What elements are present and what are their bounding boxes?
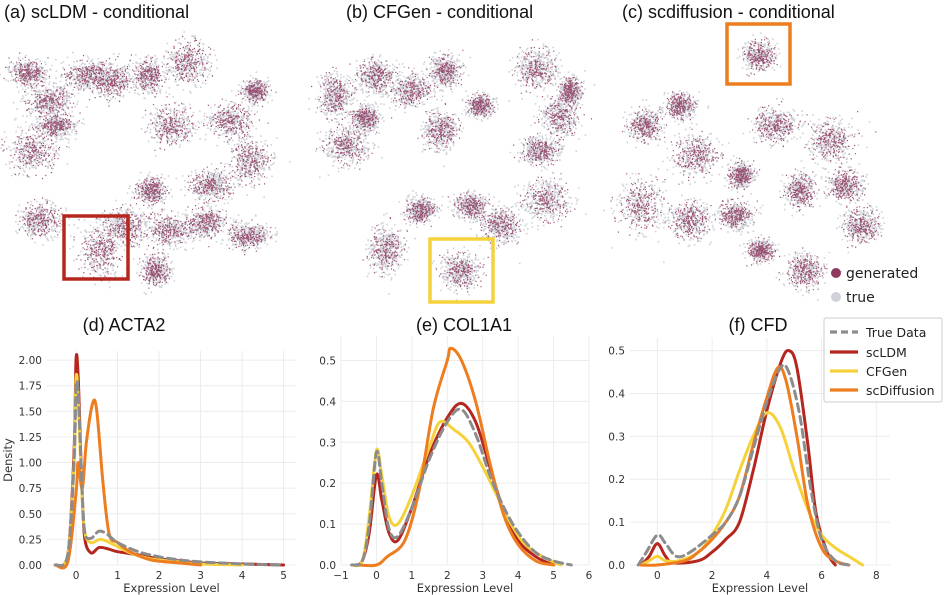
- umap-legend: generated true: [831, 266, 918, 306]
- series-line-scdiffusion: [357, 346, 556, 568]
- y-tick-label: 0.3: [319, 437, 336, 449]
- density-plot-col1a1: −1 0 1 2 3 4 5 6 0.0 0.1 0.2 0.3 0.4 0.5 Expression Le…: [319, 315, 592, 595]
- legend-scldm: scLDM: [866, 345, 907, 360]
- umap-true-points: [308, 38, 596, 301]
- umap-panel-b: [308, 38, 596, 301]
- series-line-cfgen: [639, 411, 865, 567]
- x-tick-label: 3: [479, 570, 486, 582]
- x-tick-label: 4: [763, 570, 770, 582]
- x-tick-label: 0: [373, 570, 380, 582]
- highlight-box-c: [725, 22, 792, 86]
- y-axis-label: Density: [1, 438, 15, 482]
- series-line-true-data: [53, 379, 286, 568]
- y-tick-label: 0.0: [608, 560, 625, 572]
- y-tick-label: 1.25: [19, 432, 42, 444]
- y-tick-label: 0.1: [319, 519, 336, 531]
- y-tick-label: 0.1: [608, 517, 625, 529]
- series-line-scdiffusion: [53, 398, 203, 570]
- umap-true-points: [0, 31, 291, 295]
- y-tick-label: 0.5: [608, 346, 625, 358]
- density-plot-acta2: 0 1 2 3 4 5 0.00 0.25 0.50 0.75 1.00 1.25 1.50 1.75 2.…: [1, 315, 296, 595]
- highlight-box-b: [428, 237, 495, 304]
- x-tick-label: 2: [709, 570, 716, 582]
- y-tick-label: 0.0: [319, 560, 336, 572]
- y-tick-label: 0.00: [19, 560, 42, 572]
- series-line-scdiffusion: [639, 365, 851, 567]
- x-tick-label: 4: [515, 570, 522, 582]
- y-tick-label: 0.50: [19, 509, 42, 521]
- y-tick-label: 0.4: [608, 388, 625, 400]
- umap-title-a: (a) scLDM - conditional: [4, 2, 189, 22]
- plot-title: (f) CFD: [729, 315, 788, 335]
- y-tick-label: 0.75: [19, 483, 42, 495]
- legend-frame: [823, 317, 943, 403]
- density-plot-cfd: 0 2 4 6 8 0.0 0.1 0.2 0.3 0.4 0.5 Expression Level (…: [608, 315, 890, 595]
- x-tick-label: −1: [333, 570, 348, 582]
- y-tick-label: 1.00: [19, 458, 42, 470]
- umap-title-b: (b) CFGen - conditional: [346, 2, 533, 22]
- y-tick-label: 1.50: [19, 406, 42, 418]
- legend-cfgen: CFGen: [866, 364, 907, 379]
- x-tick-label: 4: [239, 570, 246, 582]
- legend-generated-marker: [831, 268, 841, 278]
- umap-title-c: (c) scdiffusion - conditional: [622, 2, 835, 22]
- x-axis-label: Expression Level: [123, 581, 219, 595]
- series-line-cfgen: [350, 419, 563, 568]
- y-tick-label: 0.5: [319, 355, 336, 367]
- legend-true-data: True Data: [865, 325, 926, 340]
- y-tick-label: 0.2: [608, 474, 625, 486]
- series-line-true-data: [350, 407, 573, 567]
- x-tick-label: 3: [197, 570, 204, 582]
- y-tick-label: 0.2: [319, 478, 336, 490]
- series-line-true-data: [636, 363, 851, 567]
- y-tick-label: 0.25: [19, 534, 42, 546]
- umap-panel-a: [0, 31, 291, 295]
- y-tick-label: 0.4: [319, 396, 336, 408]
- x-tick-label: 6: [818, 570, 825, 582]
- x-axis-label: Expression Level: [417, 581, 513, 595]
- x-tick-label: 0: [73, 570, 80, 582]
- plot-title: (d) ACTA2: [83, 315, 166, 335]
- y-tick-label: 0.3: [608, 431, 625, 443]
- x-tick-label: 1: [114, 570, 121, 582]
- umap-panel-c: [603, 32, 885, 301]
- x-tick-label: 5: [280, 570, 287, 582]
- umap-generated-points: [311, 39, 592, 293]
- plot-title: (e) COL1A1: [416, 315, 512, 335]
- density-legend: True Data scLDM CFGen scDiffusion: [823, 317, 943, 403]
- x-tick-label: 0: [654, 570, 661, 582]
- x-tick-label: 6: [586, 570, 593, 582]
- x-tick-label: 8: [873, 570, 880, 582]
- legend-true-label: true: [846, 290, 875, 306]
- legend-generated-label: generated: [846, 266, 918, 282]
- series-line-scldm: [53, 353, 286, 568]
- highlight-box-a: [62, 214, 130, 281]
- x-tick-label: 1: [409, 570, 416, 582]
- series-line-scldm: [639, 349, 837, 567]
- x-axis-label: Expression Level: [712, 581, 808, 595]
- legend-scdiffusion: scDiffusion: [866, 383, 935, 398]
- umap-true-points: [603, 32, 885, 301]
- x-tick-label: 5: [550, 570, 557, 582]
- y-tick-label: 1.75: [19, 381, 42, 393]
- series-line-scldm: [353, 401, 556, 567]
- x-tick-label: 2: [444, 570, 451, 582]
- legend-true-marker: [831, 292, 841, 302]
- x-tick-label: 2: [156, 570, 163, 582]
- y-tick-label: 2.00: [19, 355, 42, 367]
